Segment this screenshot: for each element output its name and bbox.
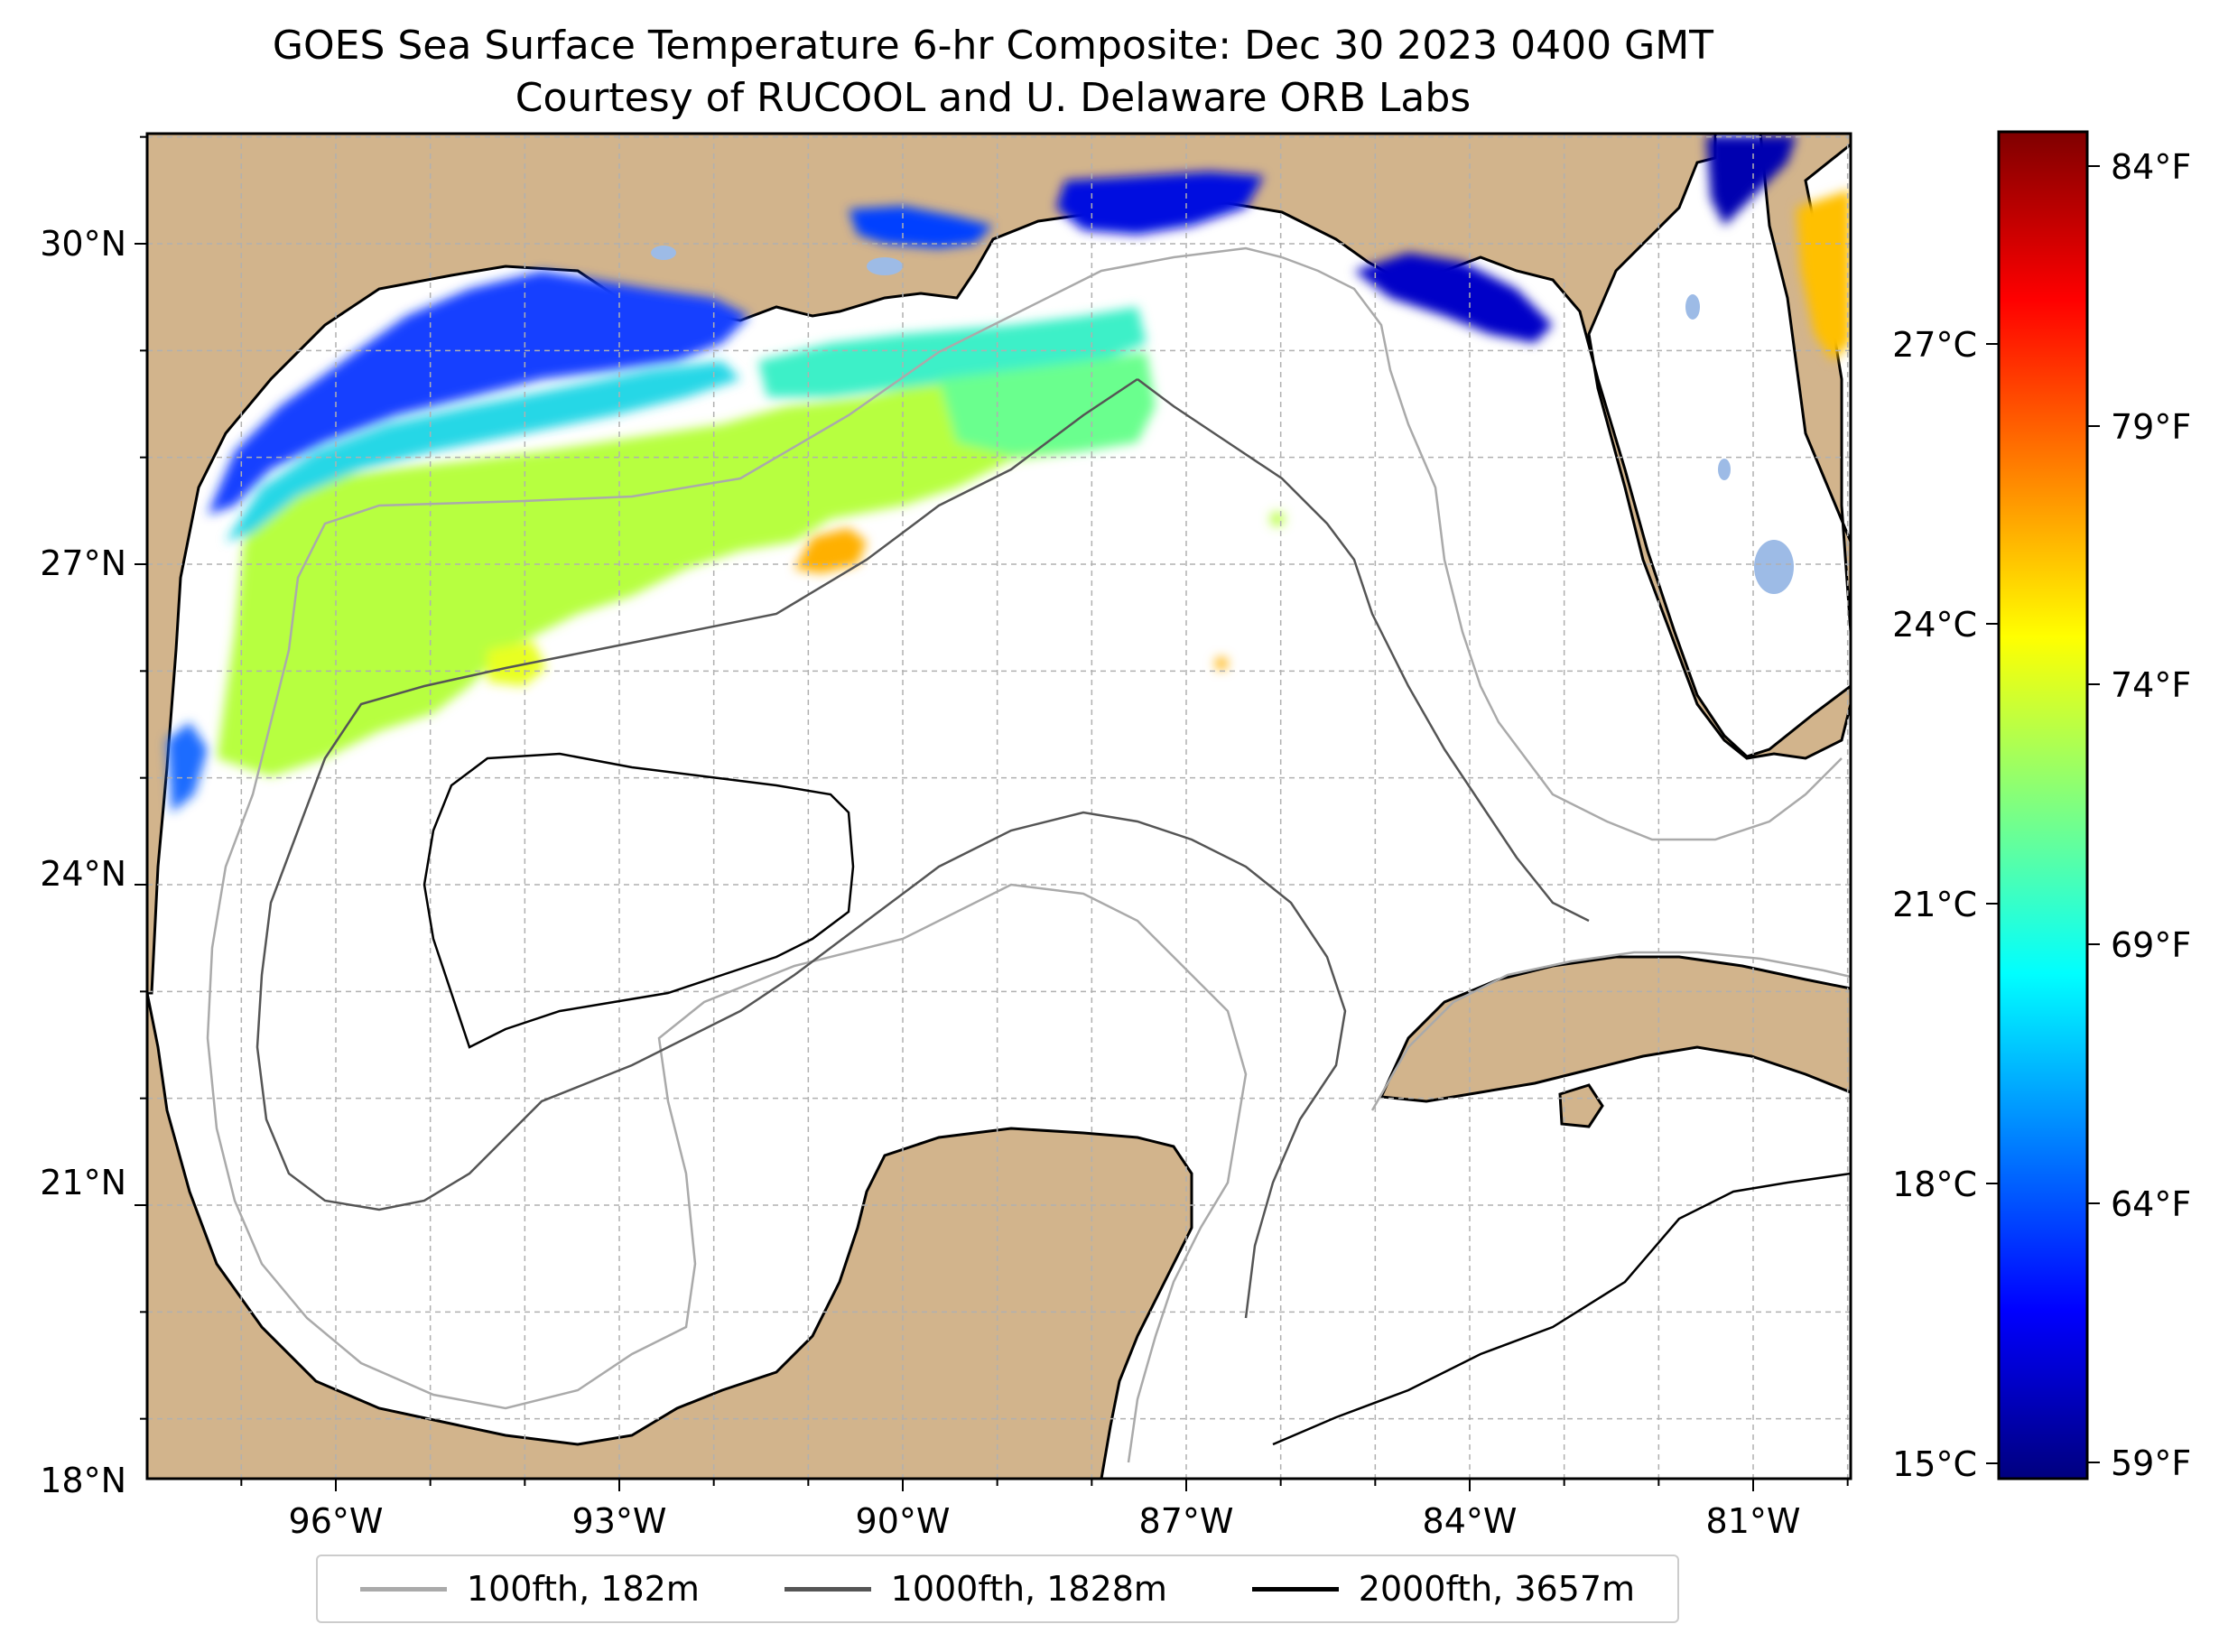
map-frame: [145, 132, 1852, 1480]
sst-atlantic-blue: [1706, 135, 1797, 226]
x-tick-label: 90°W: [856, 1501, 951, 1541]
sst-yellow-patch: [487, 641, 546, 686]
colorbar-fahrenheit-labels: 84°F 79°F 74°F 69°F 64°F 59°F: [2111, 147, 2191, 1483]
figure-title: GOES Sea Surface Temperature 6-hr Compos…: [0, 20, 1986, 125]
y-axis-labels: 30°N 27°N 24°N 21°N 18°N: [40, 224, 126, 1500]
lake-texas: [651, 246, 676, 260]
lakes: [651, 246, 1794, 594]
land-isla-juventud: [1558, 1083, 1604, 1128]
colorbar-celsius-label: 15°C: [1892, 1444, 1977, 1484]
isobaths: [206, 246, 1851, 1463]
land: [147, 134, 1851, 1479]
legend-line-1000fth: [784, 1586, 871, 1592]
y-tick-label: 21°N: [40, 1163, 126, 1202]
sst-louisiana-cyan: [758, 307, 1147, 397]
sst-florida-panhandle-blue: [1354, 253, 1553, 343]
legend-line-100fth: [359, 1586, 447, 1592]
colorbar-fahrenheit-label: 79°F: [2111, 407, 2191, 447]
y-tick-label: 27°N: [40, 543, 126, 583]
colorbar-celsius-label: 21°C: [1892, 885, 1977, 924]
x-axis-labels: 96°W 93°W 90°W 87°W 84°W 81°W: [289, 1501, 1801, 1541]
colorbar-ticks: [1986, 165, 2100, 1464]
land-north-usa: [147, 134, 1851, 995]
colorbar-celsius-label: 18°C: [1892, 1165, 1977, 1204]
x-tick-label: 81°W: [1706, 1501, 1801, 1541]
colorbar-fahrenheit-label: 69°F: [2111, 925, 2191, 965]
sst-texas-shelf-green: [217, 343, 1137, 776]
sst-louisiana-green: [939, 352, 1156, 456]
colorbar-celsius-label: 24°C: [1892, 605, 1977, 645]
x-tick-label: 84°W: [1423, 1501, 1518, 1541]
colorbar-fahrenheit-label: 64°F: [2111, 1184, 2191, 1224]
isobath-1000fth: [255, 377, 1347, 1319]
colorbar-gradient: [1997, 130, 2089, 1480]
sst-atlantic-yellow: [1797, 190, 1851, 361]
isobath-100fth-cuba: [1370, 951, 1851, 1111]
x-tick-label: 96°W: [289, 1501, 384, 1541]
legend: 100fth, 182m 1000fth, 1828m 2000fth, 365…: [316, 1555, 1679, 1623]
colorbar-fahrenheit-label: 84°F: [2111, 147, 2191, 187]
x-tick-label: 93°W: [572, 1501, 667, 1541]
land-cuba: [1379, 955, 1851, 1103]
axis-ticks: [135, 135, 1849, 1491]
legend-item-2000fth: 2000fth, 3657m: [1251, 1569, 1636, 1609]
legend-label: 1000fth, 1828m: [890, 1569, 1167, 1609]
lake-florida-1: [1685, 294, 1700, 320]
lake-pontchartrain: [867, 257, 903, 275]
map-content: [147, 134, 1851, 1479]
legend-item-100fth: 100fth, 182m: [359, 1569, 700, 1609]
isobath-1000fth-east: [1137, 378, 1590, 923]
land-mexico: [147, 992, 1193, 1479]
sst-alabama-blue: [1056, 172, 1264, 235]
title-line-1: GOES Sea Surface Temperature 6-hr Compos…: [272, 23, 1714, 69]
sst-mississippi-blue: [849, 206, 993, 248]
sst-texas-midshelf-cyan: [226, 361, 740, 542]
legend-label: 2000fth, 3657m: [1358, 1569, 1636, 1609]
sst-texas-coast-blue: [167, 722, 208, 812]
x-tick-label: 87°W: [1139, 1501, 1234, 1541]
isobath-100fth: [206, 246, 1283, 1463]
legend-line-2000fth: [1251, 1586, 1339, 1592]
sst-texas-nearshore-blue: [208, 271, 749, 515]
sst-data: [167, 135, 1851, 812]
isobath-100fth-florida: [1281, 255, 1843, 841]
y-tick-label: 24°N: [40, 854, 126, 894]
y-tick-label: 30°N: [40, 224, 126, 264]
legend-label: 100fth, 182m: [466, 1569, 700, 1609]
colorbar-celsius-labels: 27°C 24°C 21°C 18°C 15°C: [1892, 325, 1977, 1484]
title-line-2: Courtesy of RUCOOL and U. Delaware ORB L…: [515, 75, 1472, 121]
colorbar-celsius-label: 27°C: [1892, 325, 1977, 365]
isobath-2000fth-caribbean: [1272, 1172, 1851, 1446]
sst-orange-patch: [794, 528, 867, 573]
lake-florida-2: [1718, 459, 1731, 480]
legend-item-1000fth: 1000fth, 1828m: [784, 1569, 1167, 1609]
colorbar-fahrenheit-label: 74°F: [2111, 665, 2191, 705]
sst-lime-spot: [1270, 512, 1285, 526]
isobath-2000fth: [422, 752, 855, 1049]
sst-orange-spot: [1215, 657, 1228, 670]
colorbar-fahrenheit-label: 59°F: [2111, 1443, 2191, 1483]
colorbar: 27°C 24°C 21°C 18°C 15°C 84°F 79°F 74°F …: [1892, 130, 2191, 1484]
y-tick-label: 18°N: [40, 1461, 126, 1500]
lake-okeechobee: [1754, 540, 1794, 594]
